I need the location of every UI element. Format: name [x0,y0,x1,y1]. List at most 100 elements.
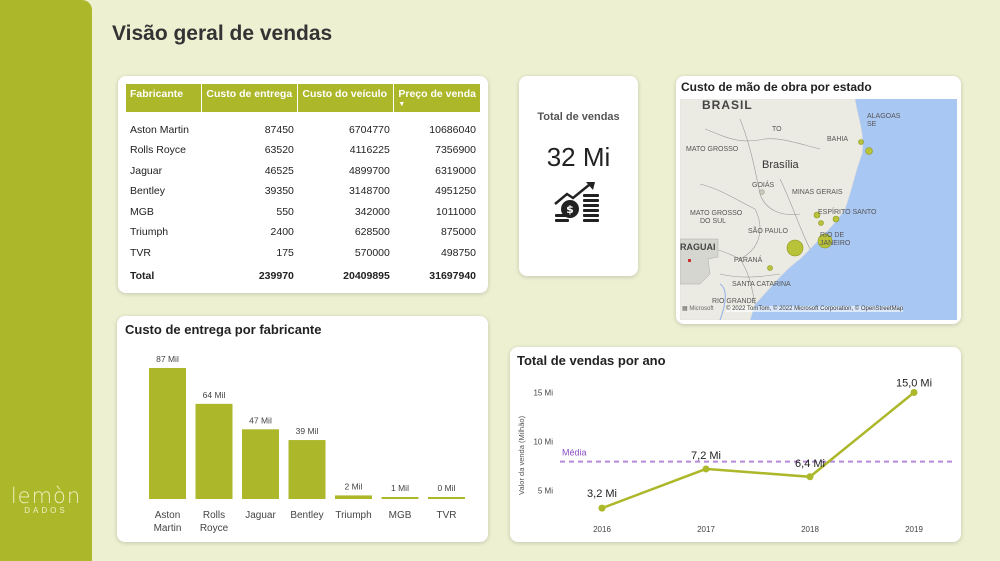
table-cell-value: 39350 [264,185,294,198]
table-cell-value: 875000 [440,226,476,239]
bar-data-label: 39 Mil [296,426,319,436]
map-label-pr: PARANÁ [734,257,763,264]
line-point-2[interactable] [806,473,814,481]
sales-by-year-line-card: Total de vendas por ano Valor da venda (… [510,347,961,542]
table-cell-manufacturer: Rolls Royce [130,144,187,157]
bar-1[interactable] [195,403,233,499]
table-cell-value: 7356900 [435,144,476,157]
map-label-py: RAGUAI [680,242,716,252]
table-cell-value: 570000 [354,246,390,259]
total-value: 31697940 [429,270,476,282]
y-tick-label: 10 Mi [533,438,553,447]
table-cell-value: 4116225 [349,144,390,157]
map-label-es: ESPÍRITO SANTO [818,209,877,216]
table-cell-value: 10686040 [429,124,476,136]
table-cell-value: 6704770 [348,124,390,136]
table-cell-manufacturer: MGB [130,205,154,218]
table-cell-manufacturer: Triumph [130,226,169,239]
bar-category-label: Bentley [290,510,323,521]
bar-4[interactable] [335,495,372,499]
table-cell-value: 4899700 [348,164,390,177]
x-tick-label: 2019 [905,525,923,534]
y-tick-label: 15 Mi [533,389,553,398]
sales-table-card: Fabricante Custo de entrega Custo do veí… [118,76,488,293]
map-label-go: GOIÁS [752,182,775,189]
table-row[interactable]: Jaguar 46525 4899700 6319000 [126,161,480,182]
line-data-label: 3,2 Mi [587,488,617,500]
sales-table: Fabricante Custo de entrega Custo do veí… [126,84,480,289]
col-header-preco-venda[interactable]: Preço de venda ▼ [393,84,480,112]
map-label-ba: BAHIA [827,136,849,143]
table-row[interactable]: Rolls Royce 63520 4116225 7356900 [126,140,480,161]
table-cell-value: 550 [276,205,294,218]
total-value: 20409895 [343,270,390,282]
bar-data-label: 1 Mil [391,483,409,493]
table-row[interactable]: Aston Martin 87450 6704770 10686040 [126,112,480,140]
logo-word: lemòn [10,484,82,508]
table-cell-manufacturer: Aston Martin [130,124,189,136]
table-row[interactable]: TVR 175 570000 498750 [126,243,480,264]
table-total-row: Total 239970 20409895 31697940 [126,263,480,289]
delivery-cost-bar-card: Custo de entrega por fabricante 87 Mil As… [117,316,488,542]
bar-5[interactable] [381,497,419,499]
map-attribution[interactable]: © 2022 TomTom, © 2022 Microsoft Corporat… [726,306,904,312]
table-cell-value: 3148700 [348,185,390,198]
x-tick-label: 2018 [801,525,819,534]
map-label-mg: MINAS GERAIS [792,189,843,196]
microsoft-logo: ▦ Microsoft [682,306,714,312]
labor-cost-map-card: Custo de mão de obra por estado [676,76,961,324]
line-data-label: 15,0 Mi [896,378,932,390]
y-axis-title: Valor da venda (Milhão) [517,415,526,495]
bar-data-label: 64 Mil [203,390,226,400]
line-point-0[interactable] [598,504,606,512]
bar-data-label: 0 Mil [438,483,456,493]
line-chart: Valor da venda (Milhão) 5 Mi 10 Mi 15 Mi 201… [517,378,956,534]
sidebar: lemòn DADOS [0,0,92,561]
bar-data-label: 47 Mil [249,415,272,425]
table-cell-manufacturer: TVR [130,246,151,259]
table-cell-value: 46525 [264,164,294,177]
line-point-1[interactable] [702,465,710,473]
line-data-label: 6,4 Mi [795,458,825,470]
bar-category-label: Royce [200,523,229,534]
map-label-country: BRASIL [702,99,753,112]
table-row[interactable]: MGB 550 342000 1011000 [126,202,480,223]
table-row[interactable]: Triumph 2400 628500 875000 [126,222,480,243]
line-point-3[interactable] [910,389,918,396]
bar-data-label: 2 Mil [345,481,363,491]
col-header-custo-entrega[interactable]: Custo de entrega [201,84,299,112]
logo-sub: DADOS [24,506,68,515]
bar-category-label: MGB [389,510,412,521]
table-cell-value: 498750 [440,246,476,259]
col-header-fabricante[interactable]: Fabricante [126,84,203,112]
bar-category-label: Rolls [203,510,225,521]
kpi-value: 32 Mi [546,142,611,172]
col-header-preco-label: Preço de venda [398,88,476,100]
table-cell-value: 63520 [264,144,294,157]
table-cell-value: 628500 [354,226,390,239]
total-label: Total [130,270,155,282]
bar-6[interactable] [428,497,465,499]
sort-desc-icon[interactable]: ▼ [398,101,406,108]
table-cell-manufacturer: Jaguar [130,164,163,177]
bar-0[interactable] [149,368,186,499]
table-cell-value: 4951250 [435,185,476,198]
total-sales-card: Total de vendas 32 Mi $ [519,76,638,276]
bar-chart-title: Custo de entrega por fabricante [125,322,322,337]
map-label-brasilia: Brasília [762,159,799,171]
col-header-custo-veiculo[interactable]: Custo do veículo [297,84,395,112]
map-label-to: TO [772,126,782,133]
table-cell-value: 342000 [354,205,390,218]
table-cell-value: 87450 [264,124,294,136]
brazil-map[interactable]: BRASIL TO BAHIA ALAGOAS SE MATO GROSSO Br… [680,99,957,320]
line-chart-title: Total de vendas por ano [517,353,666,368]
bar-category-label: TVR [437,510,457,521]
table-row[interactable]: Bentley 39350 3148700 4951250 [126,181,480,202]
bar-category-label: Aston [155,510,181,521]
bar-3[interactable] [288,440,326,499]
table-cell-manufacturer: Bentley [130,185,166,198]
bar-2[interactable] [242,429,279,499]
lemon-logo: lemòn DADOS [10,484,82,515]
map-land [680,99,873,320]
map-label-rs: RIO GRANDE [712,298,757,305]
